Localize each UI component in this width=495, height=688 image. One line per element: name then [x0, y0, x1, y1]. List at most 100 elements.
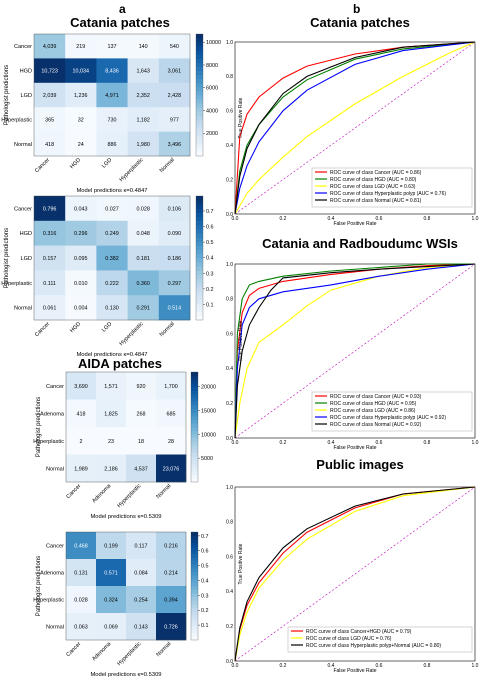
roc-curve-line [234, 41, 476, 215]
y-axis-title: Pathologist predictions [4, 228, 10, 288]
colorbar-tick-label: 0.7 [201, 534, 209, 540]
colorbar-segment [191, 463, 198, 468]
colorbar-tick-label: 0.3 [206, 271, 214, 277]
heatmap-cell [65, 107, 97, 132]
cell-value-label: 1,236 [74, 93, 88, 99]
colorbar-segment [191, 629, 198, 634]
colorbar-segment [191, 390, 198, 395]
chance-diagonal-line [234, 486, 476, 662]
y-tick-label: 0.2 [226, 401, 233, 407]
legend-box [311, 167, 473, 208]
colorbar-segment [191, 460, 198, 465]
cell-value-label: 0.394 [164, 598, 178, 604]
colorbar-segment [196, 282, 203, 288]
x-tick-label: 0.8 [424, 663, 431, 669]
colorbar-segment [191, 586, 198, 590]
x-tick-label: Normal [159, 157, 176, 174]
x-tick-label: 0.2 [280, 663, 287, 669]
colorbar-frame [195, 33, 204, 157]
chance-diagonal-line [234, 263, 476, 439]
heatmap-cell [65, 131, 97, 157]
heatmap-cell [65, 295, 97, 321]
legend-entry: ROC curve of class HGD (AUC = 0.95) [330, 401, 417, 407]
cell-value-label: 0.111 [43, 281, 56, 287]
colorbar-segment [191, 600, 198, 605]
y-axis-title: True Positive Rate [238, 543, 244, 584]
heatmap-cell [66, 532, 97, 560]
cell-value-label: 730 [108, 117, 117, 123]
y-tick-label: 0.0 [226, 212, 233, 218]
heatmap-cell [96, 427, 127, 455]
heatmap-cell [158, 131, 191, 157]
colorbar-segment [191, 416, 198, 421]
x-tick-label: 0.0 [232, 663, 239, 669]
heatmap-cell [34, 34, 66, 59]
colorbar-segment [196, 139, 203, 145]
colorbar-segment [191, 438, 198, 443]
x-tick-label: 1.0 [472, 663, 479, 669]
cell-value-label: 1,825 [104, 411, 118, 417]
colorbar-segment [191, 607, 198, 612]
heatmap-frame [33, 195, 191, 321]
colorbar-tick-label: 6000 [206, 86, 218, 92]
x-tick-label: 0.4 [328, 663, 335, 669]
x-tick-label: Normal [159, 321, 176, 338]
x-tick-label: Hyperplastic [119, 157, 145, 183]
y-axis-title: Pathologist predictions [36, 397, 42, 457]
y-tick-label: 0.4 [226, 143, 233, 149]
panel-label-b: b [353, 2, 361, 16]
x-tick-label: 0.6 [376, 663, 383, 669]
cell-value-label: 4,971 [105, 93, 119, 99]
y-tick-label: 0.8 [226, 520, 233, 526]
heatmap-cell [66, 559, 97, 587]
colorbar-segment [196, 208, 203, 213]
cell-value-label: 1,980 [136, 142, 150, 148]
x-tick-label: 0.0 [232, 216, 239, 222]
colorbar-tick-label: 0.6 [206, 225, 214, 231]
colorbar-segment [191, 449, 198, 454]
cell-value-label: 0.199 [104, 544, 118, 550]
heatmap-cell [126, 454, 157, 483]
roc-curve-line [234, 41, 476, 215]
heatmap-cell [156, 532, 187, 560]
cell-value-label: 920 [137, 384, 146, 390]
heatmap-cell [126, 372, 157, 400]
x-tick-label: Hyperplastic [119, 321, 145, 347]
x-tick-label: Cancer [65, 641, 82, 658]
heatmap-cell [96, 196, 128, 222]
legend-box [311, 391, 473, 432]
colorbar-segment [191, 571, 198, 576]
colorbar-segment [196, 299, 203, 304]
heatmap-cell [126, 532, 157, 560]
y-tick-label: 0.4 [226, 366, 233, 372]
colorbar-tick-label: 4000 [206, 108, 218, 114]
colorbar-tick-label: 0.6 [201, 549, 209, 555]
colorbar-tick-label: 10000 [206, 40, 221, 46]
heatmap-cell [127, 58, 160, 84]
cell-value-label: 2,428 [168, 93, 182, 99]
colorbar-segment [191, 542, 198, 547]
cell-value-label: 418 [45, 142, 54, 148]
roc-chart-roc2: 0.0 0.2 0.4 0.6 0.8 1.0 0.0 0.2 0.4 0.6 0.8 1.0 Fals… [226, 262, 479, 451]
colorbar-segment [191, 596, 198, 601]
heatmap-cell [65, 245, 97, 271]
y-tick-label: Normal [46, 466, 64, 472]
colorbar-segment [196, 311, 203, 317]
cell-value-label: 977 [170, 117, 179, 123]
y-tick-label: Cancer [46, 544, 64, 550]
heatmap-cell [34, 245, 66, 271]
heatmap-cell [66, 399, 97, 428]
heatmap-cell [96, 559, 127, 587]
heatmap-cell [66, 454, 97, 483]
heatmap-cell [158, 82, 191, 108]
colorbar-segment [191, 394, 198, 399]
heatmap-cell [96, 107, 128, 132]
colorbar-segment [196, 286, 203, 292]
roc-curve-line [234, 41, 476, 215]
cell-value-label: 24 [78, 142, 84, 148]
cell-value-label: 0.028 [74, 598, 88, 604]
colorbar-segment [196, 262, 203, 267]
heatmap-cell [65, 82, 97, 108]
y-tick-label: Normal [14, 306, 32, 312]
